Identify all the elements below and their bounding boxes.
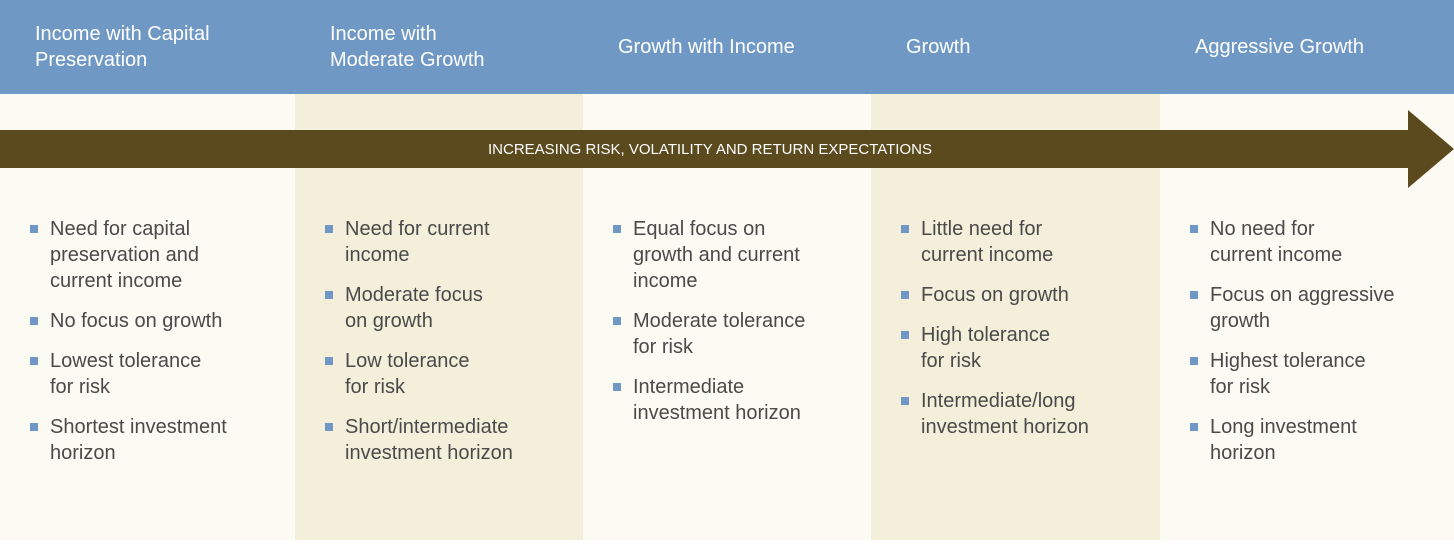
bullet-item: Intermediate investment horizon [613,374,805,426]
title-line: Income with Capital [35,23,210,45]
bullet-line: on growth [345,310,433,332]
bullet-list: Equal focus on growth and current income Mo… [613,216,805,440]
bullet-square [30,225,38,233]
bullet-square [325,423,333,431]
bullet-square [901,397,909,405]
bullet-square [1190,291,1198,299]
bullet-line: Intermediate [633,376,745,398]
header-bar [0,0,1454,94]
bullet-line: income [633,270,698,292]
bullet-line: investment horizon [633,402,801,424]
title-line: Moderate Growth [330,49,485,71]
bullet-line: Long investment [1210,416,1357,438]
bullet-line: income [345,244,410,266]
column-title: Income with Moderate Growth [330,21,485,73]
title-line: Preservation [35,49,148,71]
bullet-square [1190,423,1198,431]
bullet-line: Lowest tolerance [50,350,202,372]
bullet-list: Need for current income Moderate focus on g… [325,216,513,480]
bullet-item: Equal focus on growth and current income [613,216,805,294]
bullet-line: Short/intermediate [345,416,509,438]
bullet-line: Focus on aggressive [1210,284,1395,306]
bullet-item: Focus on growth [901,282,1089,308]
bullet-line: horizon [50,442,116,464]
bullet-line: for risk [633,336,693,358]
column-title: Income with Capital Preservation [35,21,210,73]
bullet-square [325,291,333,299]
bullet-line: Need for capital [50,218,191,240]
bullet-item: Long investment horizon [1190,414,1395,466]
bullet-line: current income [1210,244,1343,266]
bullet-square [613,225,621,233]
bullet-line: No need for [1210,218,1315,240]
bullet-square [30,357,38,365]
title-line: Growth [906,36,971,58]
column-title: Aggressive Growth [1195,34,1364,60]
bullet-list: Little need for current income Focus on gr… [901,216,1089,454]
bullet-item: Need for capital preservation and current … [30,216,227,294]
bullet-item: High tolerance for risk [901,322,1089,374]
bullet-line: for risk [921,350,981,372]
bullet-item: Highest tolerance for risk [1190,348,1395,400]
bullet-line: Shortest investment [50,416,227,438]
bullet-item: Short/intermediate investment horizon [325,414,513,466]
bullet-line: for risk [345,376,405,398]
bullet-line: for risk [1210,376,1270,398]
bullet-item: Low tolerance for risk [325,348,513,400]
bullet-line: for risk [50,376,110,398]
title-line: Income with [330,23,437,45]
bullet-line: Moderate focus [345,284,483,306]
bullet-item: No need for current income [1190,216,1395,268]
bullet-line: Low tolerance [345,350,470,372]
bullet-line: growth and current [633,244,800,266]
bullet-line: Little need for [921,218,1043,240]
bullet-square [1190,225,1198,233]
bullet-line: investment horizon [921,416,1089,438]
bullet-line: current income [921,244,1054,266]
bullet-square [30,423,38,431]
bullet-item: Need for current income [325,216,513,268]
arrow-shape [0,110,1454,188]
bullet-line: Need for current [345,218,490,240]
bullet-square [613,317,621,325]
bullet-line: horizon [1210,442,1276,464]
bullet-list: No need for current income Focus on aggres… [1190,216,1395,480]
bullet-square [613,383,621,391]
bullet-line: growth [1210,310,1271,332]
bullet-line: Intermediate/long [921,390,1076,412]
bullet-line: Focus on growth [921,284,1069,306]
bullet-square [325,225,333,233]
bullet-item: Little need for current income [901,216,1089,268]
bullet-item: Moderate focus on growth [325,282,513,334]
bullet-square [325,357,333,365]
bullet-list: Need for capital preservation and current … [30,216,227,480]
bullet-item: Focus on aggressive growth [1190,282,1395,334]
column-title: Growth [906,34,970,60]
bullet-item: Intermediate/long investment horizon [901,388,1089,440]
bullet-line: High tolerance [921,324,1050,346]
bullet-square [901,291,909,299]
risk-arrow: INCREASING RISK, VOLATILITY AND RETURN E… [0,110,1454,188]
bullet-line: investment horizon [345,442,513,464]
title-line: Aggressive Growth [1195,36,1364,58]
bullet-line: current income [50,270,183,292]
bullet-line: Moderate tolerance [633,310,806,332]
column-title: Growth with Income [618,34,795,60]
title-line: Growth with Income [618,36,795,58]
bullet-item: Shortest investment horizon [30,414,227,466]
bullet-square [901,331,909,339]
arrow-label: INCREASING RISK, VOLATILITY AND RETURN E… [488,141,932,158]
bullet-line: Equal focus on [633,218,766,240]
bullet-item: Moderate tolerance for risk [613,308,805,360]
bullet-line: Highest tolerance [1210,350,1366,372]
bullet-square [30,317,38,325]
bullet-square [901,225,909,233]
bullet-item: No focus on growth [30,308,227,334]
bullet-square [1190,357,1198,365]
bullet-item: Lowest tolerance for risk [30,348,227,400]
bullet-line: No focus on growth [50,310,223,332]
bullet-line: preservation and [50,244,199,266]
